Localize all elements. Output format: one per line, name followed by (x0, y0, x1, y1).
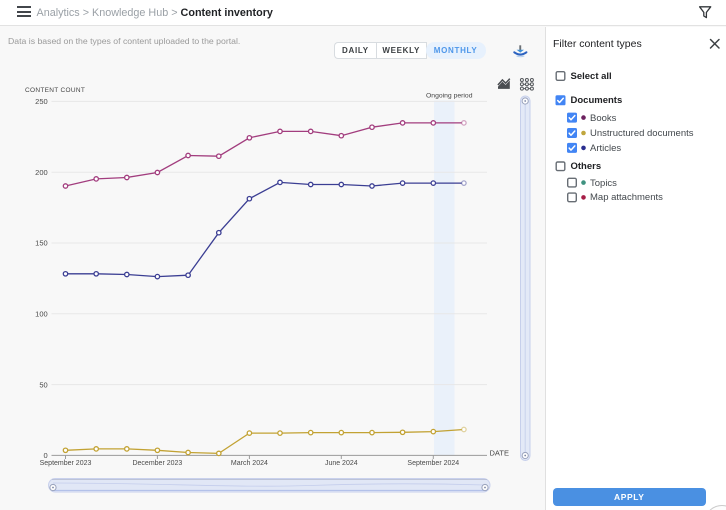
svg-text:150: 150 (35, 239, 48, 248)
svg-text:250: 250 (35, 97, 48, 106)
svg-text:50: 50 (39, 380, 47, 389)
svg-text:DATE: DATE (490, 449, 509, 458)
svg-text:September 2024: September 2024 (407, 460, 459, 467)
svg-text:June 2024: June 2024 (325, 460, 358, 467)
svg-text:0: 0 (44, 451, 48, 460)
svg-text:100: 100 (35, 310, 48, 319)
svg-text:September 2023: September 2023 (40, 460, 92, 467)
svg-text:200: 200 (35, 168, 48, 177)
svg-text:CONTENT COUNT: CONTENT COUNT (25, 87, 85, 94)
svg-text:December 2023: December 2023 (132, 460, 182, 467)
svg-text:March 2024: March 2024 (231, 460, 268, 467)
svg-text:Ongoing period: Ongoing period (426, 93, 473, 100)
